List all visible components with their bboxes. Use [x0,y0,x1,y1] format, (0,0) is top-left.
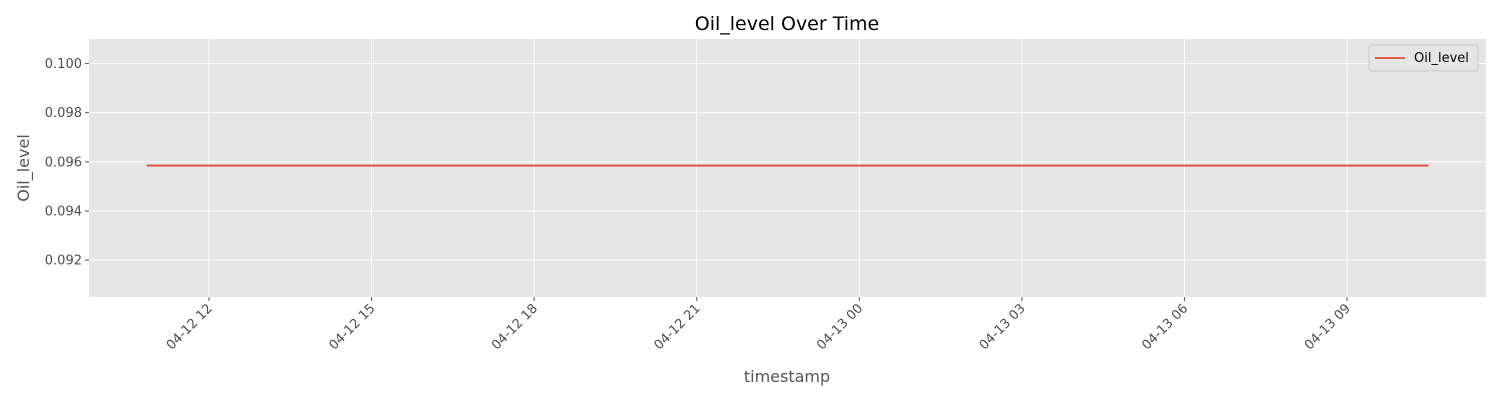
y-tick-label: 0.092 [45,254,82,269]
x-tick-label: 04-12 15 [326,301,378,353]
y-tick-label: 0.098 [45,106,82,121]
legend-label: Oil_level [1414,51,1469,66]
y-axis-label: Oil_level [14,134,34,202]
x-tick-label: 04-13 00 [814,301,866,353]
y-tick-label: 0.094 [45,205,82,220]
x-tick-label: 04-12 12 [164,301,216,353]
legend-box [1368,44,1479,72]
x-tick-label: 04-13 06 [1139,301,1191,353]
x-tick-label: 04-13 09 [1302,301,1354,353]
x-axis-ticks: 04-12 12 04-12 15 04-12 18 04-12 21 04-13 00… [164,297,1354,353]
y-axis-ticks: 0.092 0.094 0.096 0.098 0.100 [45,57,89,269]
x-tick-label: 04-12 21 [652,301,704,353]
grid-lines [89,39,1486,297]
y-tick-label: 0.096 [45,155,82,170]
x-tick-label: 04-12 18 [489,301,541,353]
plot-area [89,39,1486,297]
x-axis-label: timestamp [744,367,830,386]
y-tick-label: 0.100 [45,57,82,72]
x-tick-label: 04-13 03 [977,301,1029,353]
chart-title: Oil_level Over Time [695,13,879,35]
legend: Oil_level [1368,44,1479,72]
